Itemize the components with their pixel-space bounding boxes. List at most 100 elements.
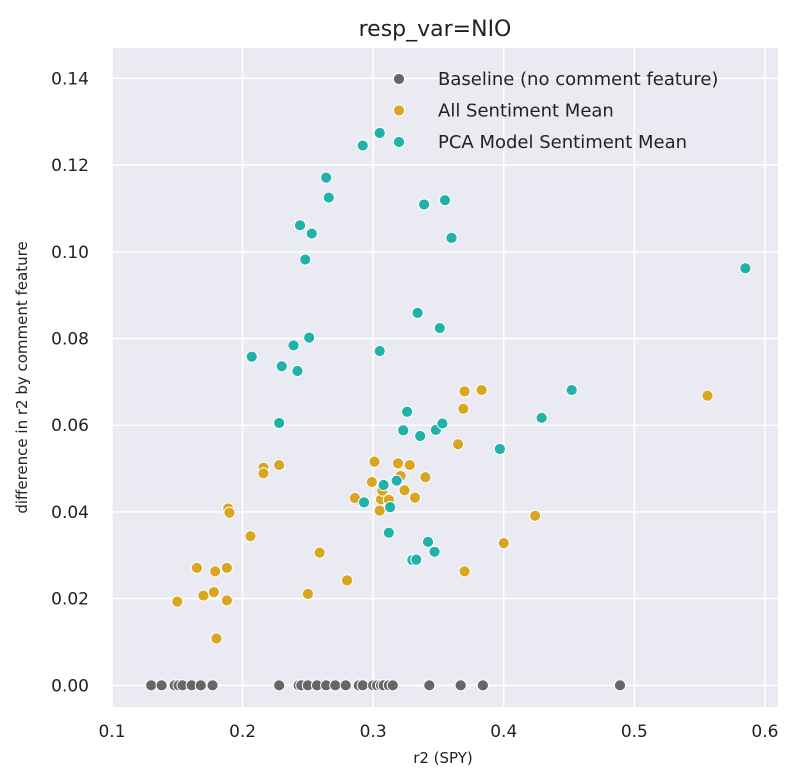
data-point [433, 321, 446, 335]
series-1 [145, 679, 627, 692]
data-point [451, 438, 465, 451]
data-point [739, 262, 752, 275]
data-point [497, 537, 510, 550]
data-point [275, 360, 288, 373]
data-point [368, 455, 381, 468]
data-point [535, 411, 548, 424]
data-point [401, 405, 414, 418]
data-point [339, 679, 352, 692]
data-point [194, 679, 207, 692]
data-point [410, 553, 423, 566]
data-point [301, 587, 314, 600]
legend-marker [392, 135, 406, 149]
data-point [305, 227, 318, 240]
data-point [223, 506, 236, 519]
x-tick-label: 0.5 [621, 722, 648, 742]
data-point [356, 679, 369, 692]
data-point [390, 474, 403, 487]
legend: Baseline (no comment feature) All Sentime… [392, 69, 718, 153]
data-point [299, 253, 312, 266]
x-tick-label: 0.4 [490, 722, 517, 742]
data-point [273, 458, 286, 472]
data-point [613, 679, 627, 692]
data-point [245, 350, 258, 363]
series-3 [245, 126, 752, 567]
data-point [206, 679, 219, 692]
data-point [377, 478, 390, 492]
y-tick-label: 0.14 [51, 69, 89, 89]
data-point [411, 306, 424, 320]
data-point [356, 139, 369, 152]
y-tick-label: 0.06 [51, 416, 89, 436]
data-point [291, 364, 304, 378]
y-tick-label: 0.08 [51, 329, 89, 349]
data-point [273, 679, 286, 692]
data-point [476, 679, 489, 692]
data-point [408, 491, 422, 504]
x-tick-label: 0.2 [229, 722, 256, 742]
y-tick-label: 0.04 [51, 503, 89, 523]
data-point [257, 467, 270, 480]
data-point [436, 417, 449, 430]
data-points [145, 126, 752, 692]
x-tick-label: 0.1 [98, 722, 125, 742]
data-point [220, 594, 234, 607]
data-point [340, 574, 354, 587]
data-point [701, 389, 714, 402]
data-point [454, 679, 467, 692]
data-point [365, 475, 378, 489]
data-point [197, 589, 210, 602]
x-tick-labels: 0.1 0.2 0.3 0.4 0.5 0.6 [98, 722, 778, 742]
data-point [303, 331, 316, 344]
y-tick-label: 0.10 [51, 243, 89, 263]
data-point [209, 565, 222, 578]
data-point [293, 219, 307, 232]
legend-label: All Sentiment Mean [438, 101, 614, 122]
data-point [373, 344, 386, 358]
x-tick-label: 0.6 [751, 722, 778, 742]
data-point [171, 595, 184, 608]
data-point [419, 471, 432, 484]
y-tick-label: 0.12 [51, 156, 89, 176]
data-point [320, 171, 333, 184]
data-point [145, 679, 158, 692]
chart-title: resp_var=NIO [359, 17, 512, 42]
legend-marker [392, 104, 406, 117]
data-point [565, 383, 578, 397]
x-tick-label: 0.3 [360, 722, 387, 742]
data-point [313, 546, 326, 559]
data-point [428, 545, 441, 558]
data-point [457, 402, 470, 415]
data-point [273, 416, 286, 430]
data-point [438, 194, 452, 207]
data-point [403, 458, 416, 472]
data-point [220, 561, 234, 574]
data-point [423, 679, 436, 692]
data-point [418, 198, 431, 211]
y-tick-label: 0.00 [51, 676, 89, 696]
data-point [458, 385, 471, 398]
data-point [386, 679, 399, 692]
data-point [357, 496, 371, 509]
data-point [155, 679, 168, 692]
data-point [421, 535, 435, 548]
data-point [493, 442, 506, 456]
y-axis-label: difference in r2 by comment feature [13, 241, 31, 513]
data-point [475, 383, 488, 397]
data-point [373, 126, 386, 140]
legend-marker [392, 72, 406, 86]
data-point [529, 509, 542, 522]
data-point [322, 191, 335, 204]
data-point [382, 526, 395, 539]
data-point [329, 679, 342, 692]
data-point [445, 231, 458, 244]
data-point [398, 484, 411, 497]
x-axis-label: r2 (SPY) [413, 749, 473, 767]
data-point [414, 429, 427, 443]
data-point [373, 504, 386, 517]
legend-label: PCA Model Sentiment Mean [438, 132, 687, 153]
y-tick-labels: 0.00 0.02 0.04 0.06 0.08 0.10 0.12 0.14 [51, 69, 89, 696]
data-point [391, 457, 405, 470]
data-point [190, 561, 203, 574]
